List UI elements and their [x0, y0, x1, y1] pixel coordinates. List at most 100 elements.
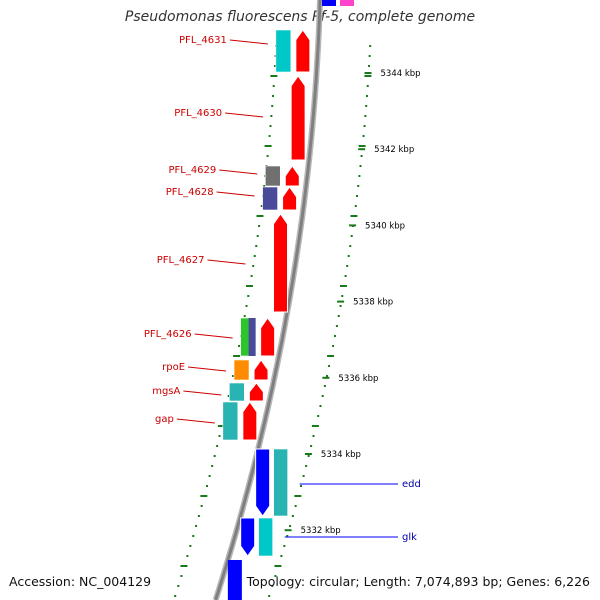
right-ruler-tick: [310, 445, 313, 447]
scale-tick: [304, 453, 312, 455]
left-ruler-tick: [266, 155, 269, 157]
left-ruler-tick: [256, 215, 264, 217]
right-ruler-tick: [365, 95, 368, 97]
forward-cds-arrow: [242, 401, 258, 441]
cog-category-box: [273, 448, 288, 517]
right-ruler-tick: [268, 595, 271, 597]
right-ruler-tick: [346, 265, 349, 267]
gene-label: rpoE: [162, 362, 185, 373]
gene-feature-pfl-4627: PFL_4627: [157, 213, 289, 313]
right-ruler-tick: [358, 175, 361, 177]
forward-cds-arrow: [273, 213, 289, 313]
left-ruler-tick: [238, 345, 241, 347]
right-ruler-tick: [344, 275, 347, 277]
gene-feature-mgsa: mgsA: [152, 382, 264, 402]
cog-category-box: [275, 29, 292, 73]
right-ruler-tick: [364, 115, 367, 117]
gene-label-leader: [183, 390, 222, 396]
scale-tick: [358, 148, 366, 151]
right-ruler-tick: [334, 335, 337, 337]
gene-feature-pfl-4626: PFL_4626: [144, 317, 276, 357]
cog-category-box: [258, 517, 273, 557]
cog-category-box: [264, 165, 281, 187]
forward-cds-arrow: [260, 317, 276, 357]
partial-reverse-cds: [322, 0, 336, 6]
cog-category-box: [222, 401, 239, 441]
left-ruler-tick: [195, 525, 198, 527]
right-ruler-tick: [274, 575, 277, 577]
left-ruler-tick: [208, 475, 211, 477]
gene-label: PFL_4628: [166, 187, 214, 198]
right-ruler-tick: [332, 345, 335, 347]
reverse-cds-arrow: [240, 517, 256, 557]
left-ruler-tick: [218, 435, 221, 437]
scale-tick: [364, 72, 372, 74]
left-ruler-tick: [245, 285, 253, 287]
gene-label: glk: [402, 532, 417, 543]
scale-tick: [349, 224, 357, 227]
genome-summary-text: Topology: circular; Length: 7,074,893 bp…: [246, 574, 590, 589]
left-ruler-tick: [269, 125, 272, 127]
left-ruler-tick: [233, 355, 241, 357]
gene-label-leader: [176, 418, 215, 424]
right-ruler-tick: [271, 585, 274, 587]
right-ruler-tick: [312, 435, 315, 437]
left-ruler-tick: [271, 95, 274, 97]
left-ruler-tick: [270, 75, 278, 77]
gene-label-leader: [225, 112, 264, 118]
gene-feature-edd: edd: [255, 448, 421, 517]
gene-label-leader: [229, 39, 268, 45]
right-ruler-tick: [347, 255, 350, 257]
left-ruler-tick: [243, 315, 246, 317]
left-ruler-tick: [253, 255, 256, 257]
gene-feature-pfl-4631: PFL_4631: [179, 29, 311, 73]
right-ruler-tick: [321, 395, 324, 397]
right-ruler-tick: [327, 355, 335, 357]
left-ruler-tick: [200, 505, 203, 507]
left-ruler-tick: [274, 65, 277, 67]
gene-label-leader: [194, 333, 233, 339]
forward-cds-arrow: [248, 382, 264, 402]
gene-feature-glk: glk: [240, 517, 417, 557]
left-ruler-tick: [180, 565, 188, 567]
gene-feature-gap: gap: [155, 401, 258, 441]
right-ruler-tick: [307, 455, 310, 457]
gene-label: mgsA: [152, 386, 180, 397]
scale-label: 5344 kbp: [381, 69, 421, 79]
left-ruler-tick: [271, 105, 274, 107]
forward-cds-arrow: [284, 165, 300, 187]
cog-category-box: [233, 359, 250, 381]
right-ruler-tick: [337, 315, 340, 317]
left-ruler-tick: [247, 295, 250, 297]
left-ruler-tick: [250, 275, 253, 277]
right-ruler-tick: [339, 285, 347, 287]
gene-label: PFL_4631: [179, 35, 227, 46]
scale-label: 5336 kbp: [338, 374, 378, 384]
right-ruler-tick: [368, 65, 371, 67]
right-ruler-tick: [359, 165, 362, 167]
left-ruler-tick: [217, 425, 225, 427]
backbone-line: [214, 0, 322, 600]
cog-category-box: [229, 382, 245, 402]
scale-tick: [322, 376, 330, 379]
right-ruler-tick: [319, 405, 322, 407]
gene-label-leader: [207, 259, 246, 265]
forward-cds-arrow: [282, 186, 298, 211]
right-ruler-tick: [358, 145, 366, 147]
right-ruler-tick: [349, 245, 352, 247]
right-ruler-tick: [360, 155, 363, 157]
left-ruler-tick: [256, 235, 259, 237]
right-ruler-tick: [364, 75, 372, 77]
gene-feature-rpoe: rpoE: [162, 359, 269, 381]
right-ruler-tick: [283, 545, 286, 547]
right-ruler-tick: [280, 555, 283, 557]
left-ruler-tick: [205, 485, 208, 487]
forward-cds-arrow: [253, 359, 269, 381]
left-ruler-tick: [270, 115, 273, 117]
map-title: Pseudomonas fluorescens Pf-5, complete g…: [124, 9, 476, 25]
left-ruler-tick: [255, 245, 258, 247]
right-ruler-tick: [339, 305, 342, 307]
scale-tick: [337, 300, 345, 303]
left-ruler-tick: [258, 225, 261, 227]
